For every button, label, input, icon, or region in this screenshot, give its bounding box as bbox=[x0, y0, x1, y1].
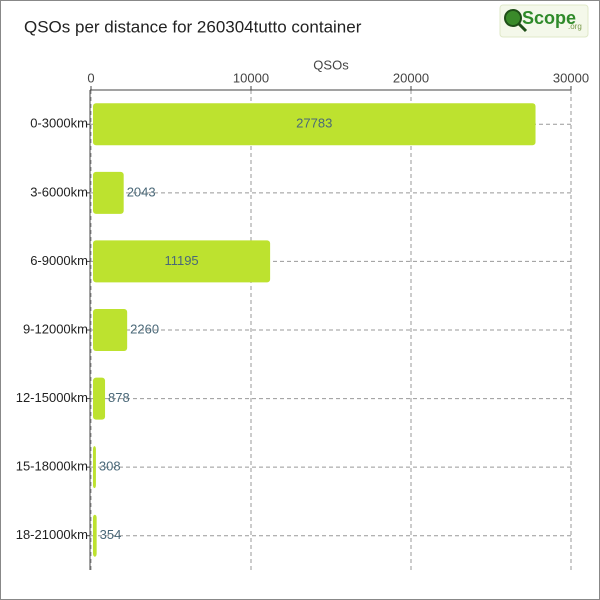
y-tick-label: 9-12000km bbox=[23, 321, 88, 336]
logo-handle bbox=[517, 22, 528, 33]
bar bbox=[93, 171, 124, 214]
logo-text: Scope bbox=[522, 8, 576, 28]
x-tick-label: 30000 bbox=[553, 70, 589, 85]
x-tick-label: 10000 bbox=[233, 70, 269, 85]
logo: Scope .org bbox=[499, 4, 589, 38]
value-label: 11195 bbox=[164, 253, 198, 268]
bar bbox=[93, 377, 106, 420]
y-tick-label: 12-15000km bbox=[16, 390, 88, 405]
x-tick-label: 0 bbox=[87, 70, 94, 85]
bar bbox=[93, 103, 536, 146]
y-tick-label: 0-3000km bbox=[30, 116, 88, 131]
value-label: 2043 bbox=[127, 184, 156, 199]
bar bbox=[93, 514, 97, 557]
value-label: 2260 bbox=[130, 321, 159, 336]
value-label: 27783 bbox=[296, 116, 332, 131]
y-tick-label: 6-9000km bbox=[30, 253, 88, 268]
y-tick-label: 3-6000km bbox=[30, 184, 88, 199]
y-tick-label: 15-18000km bbox=[16, 459, 88, 474]
logo-icon bbox=[504, 9, 522, 27]
bar bbox=[93, 240, 271, 283]
value-label: 354 bbox=[100, 527, 122, 542]
value-label: 308 bbox=[99, 459, 121, 474]
value-label: 878 bbox=[108, 390, 130, 405]
x-tick-label: 20000 bbox=[393, 70, 429, 85]
chart-title: QSOs per distance for 260304tutto contai… bbox=[24, 17, 362, 36]
x-axis-label: QSOs bbox=[313, 57, 349, 72]
logo-suffix: .org bbox=[568, 22, 582, 31]
bar bbox=[93, 446, 96, 489]
bar bbox=[93, 309, 128, 351]
y-tick-label: 18-21000km bbox=[16, 527, 88, 542]
